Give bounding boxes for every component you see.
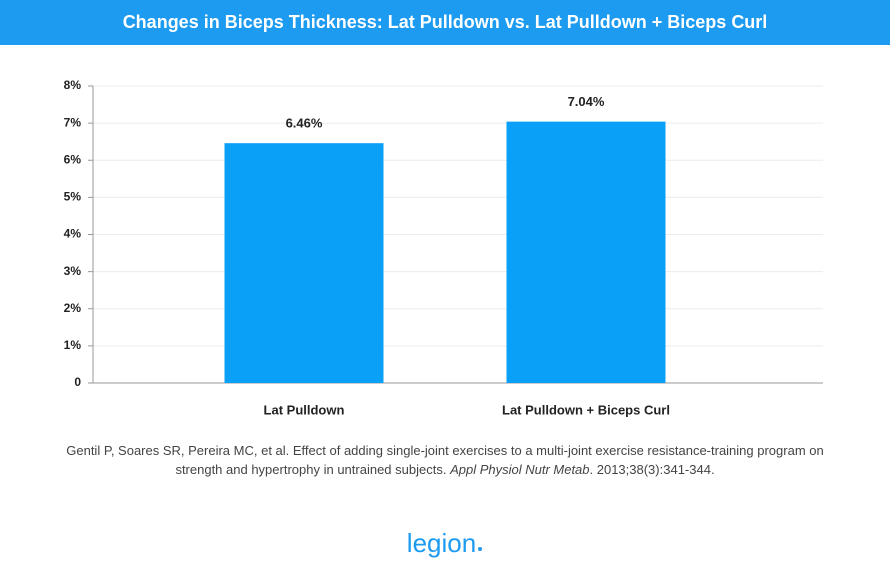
citation-text: . 2013;38(3):341-344. (589, 462, 715, 477)
citation-journal: Appl Physiol Nutr Metab (450, 462, 590, 477)
citation-text: Gentil P, Soares SR, Pereira MC, et al. … (66, 443, 824, 477)
title-bar: Changes in Biceps Thickness: Lat Pulldow… (0, 0, 890, 45)
logo-dot (478, 547, 483, 551)
y-tick-label: 6% (64, 152, 82, 166)
bar (224, 143, 384, 383)
chart: 0 1% 2% 3% 4% 5% 6% 7% 8% Lat Pulldown 6.46% Lat Pu… (64, 78, 823, 417)
value-label: 7.04% (568, 94, 605, 109)
y-tick-label: 1% (64, 338, 82, 352)
y-tick-label: 3% (64, 264, 82, 278)
citation: Gentil P, Soares SR, Pereira MC, et al. … (60, 441, 830, 479)
logo: legion (0, 528, 890, 559)
y-tick-label: 0 (74, 375, 81, 389)
value-label: 6.46% (286, 116, 323, 131)
y-tick-label: 7% (64, 115, 82, 129)
x-tick-label: Lat Pulldown (264, 402, 345, 417)
y-tick-label: 5% (64, 190, 82, 204)
chart-title: Changes in Biceps Thickness: Lat Pulldow… (122, 12, 768, 32)
y-tick-label: 8% (64, 78, 82, 92)
y-tick-label: 2% (64, 301, 82, 315)
logo-text: legion (406, 528, 477, 558)
x-tick-label: Lat Pulldown + Biceps Curl (502, 402, 670, 417)
y-tick-label: 4% (64, 227, 82, 241)
bar (506, 121, 666, 383)
